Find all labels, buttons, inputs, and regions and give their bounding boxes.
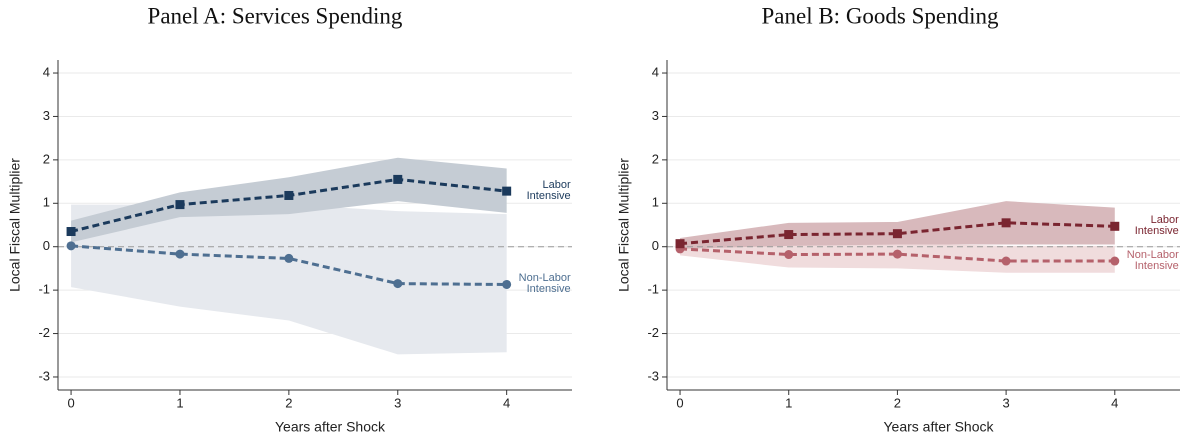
x-tick-label: 1 xyxy=(785,395,792,410)
x-axis-label: Years after Shock xyxy=(275,419,386,435)
marker xyxy=(784,250,794,260)
series-label-text: Labor Intensive xyxy=(1134,214,1179,238)
marker xyxy=(66,241,76,251)
marker xyxy=(675,239,685,249)
y-axis-label: Local Fiscal Multiplier xyxy=(616,158,632,292)
y-tick-label: 0 xyxy=(43,238,50,253)
marker xyxy=(1110,221,1120,231)
series-label: Non-Labor Intensive xyxy=(1126,249,1179,273)
x-tick-label: 2 xyxy=(285,395,292,410)
confidence-band xyxy=(680,201,1115,249)
x-tick-label: 3 xyxy=(394,395,401,410)
series-line xyxy=(679,247,1115,263)
series-label: Non-Labor Intensive xyxy=(518,272,571,296)
y-tick-label: 2 xyxy=(652,151,659,166)
marker xyxy=(175,249,185,259)
chart-title: Panel B: Goods Spending xyxy=(761,3,999,28)
x-axis-label: Years after Shock xyxy=(884,419,995,435)
y-tick-label: 4 xyxy=(652,64,659,79)
y-tick-label: -2 xyxy=(647,325,659,340)
x-tick-label: 0 xyxy=(67,395,74,410)
x-tick-label: 2 xyxy=(894,395,901,410)
x-tick-label: 0 xyxy=(676,395,683,410)
marker xyxy=(284,190,294,200)
marker xyxy=(393,279,403,289)
marker xyxy=(66,227,76,237)
chart-title: Panel A: Services Spending xyxy=(148,3,403,28)
marker xyxy=(393,174,403,184)
y-axis-label: Local Fiscal Multiplier xyxy=(7,158,23,292)
x-tick-label: 4 xyxy=(503,395,510,410)
marker xyxy=(502,186,512,196)
y-tick-label: 1 xyxy=(43,195,50,210)
marker xyxy=(1001,218,1011,228)
marker xyxy=(284,253,294,263)
x-tick-label: 3 xyxy=(1002,395,1009,410)
y-tick-label: 0 xyxy=(652,238,659,253)
marker xyxy=(1110,256,1120,266)
series-label: Labor Intensive xyxy=(1134,214,1179,238)
confidence-band xyxy=(71,204,507,355)
y-tick-label: -3 xyxy=(647,368,659,383)
y-tick-label: 2 xyxy=(43,151,50,166)
x-tick-label: 1 xyxy=(176,395,183,410)
series-label-text: Non-Labor Intensive xyxy=(1126,249,1179,273)
y-tick-label: 4 xyxy=(43,64,50,79)
y-tick-label: -2 xyxy=(38,325,50,340)
marker xyxy=(784,230,794,240)
y-tick-label: 3 xyxy=(43,108,50,123)
marker xyxy=(502,279,512,289)
y-tick-label: -3 xyxy=(38,368,50,383)
y-tick-label: 3 xyxy=(652,108,659,123)
series-label-text: Labor Intensive xyxy=(526,179,571,203)
y-tick-label: -1 xyxy=(38,282,50,297)
marker xyxy=(175,200,185,210)
series-line xyxy=(70,244,507,286)
marker xyxy=(892,249,902,259)
marker xyxy=(892,229,902,239)
y-tick-label: 1 xyxy=(652,195,659,210)
series-label-text: Non-Labor Intensive xyxy=(518,272,571,296)
x-tick-label: 4 xyxy=(1111,395,1118,410)
series-label: Labor Intensive xyxy=(526,179,571,203)
y-tick-label: -1 xyxy=(647,282,659,297)
series-line xyxy=(679,221,1115,246)
marker xyxy=(1001,256,1011,266)
